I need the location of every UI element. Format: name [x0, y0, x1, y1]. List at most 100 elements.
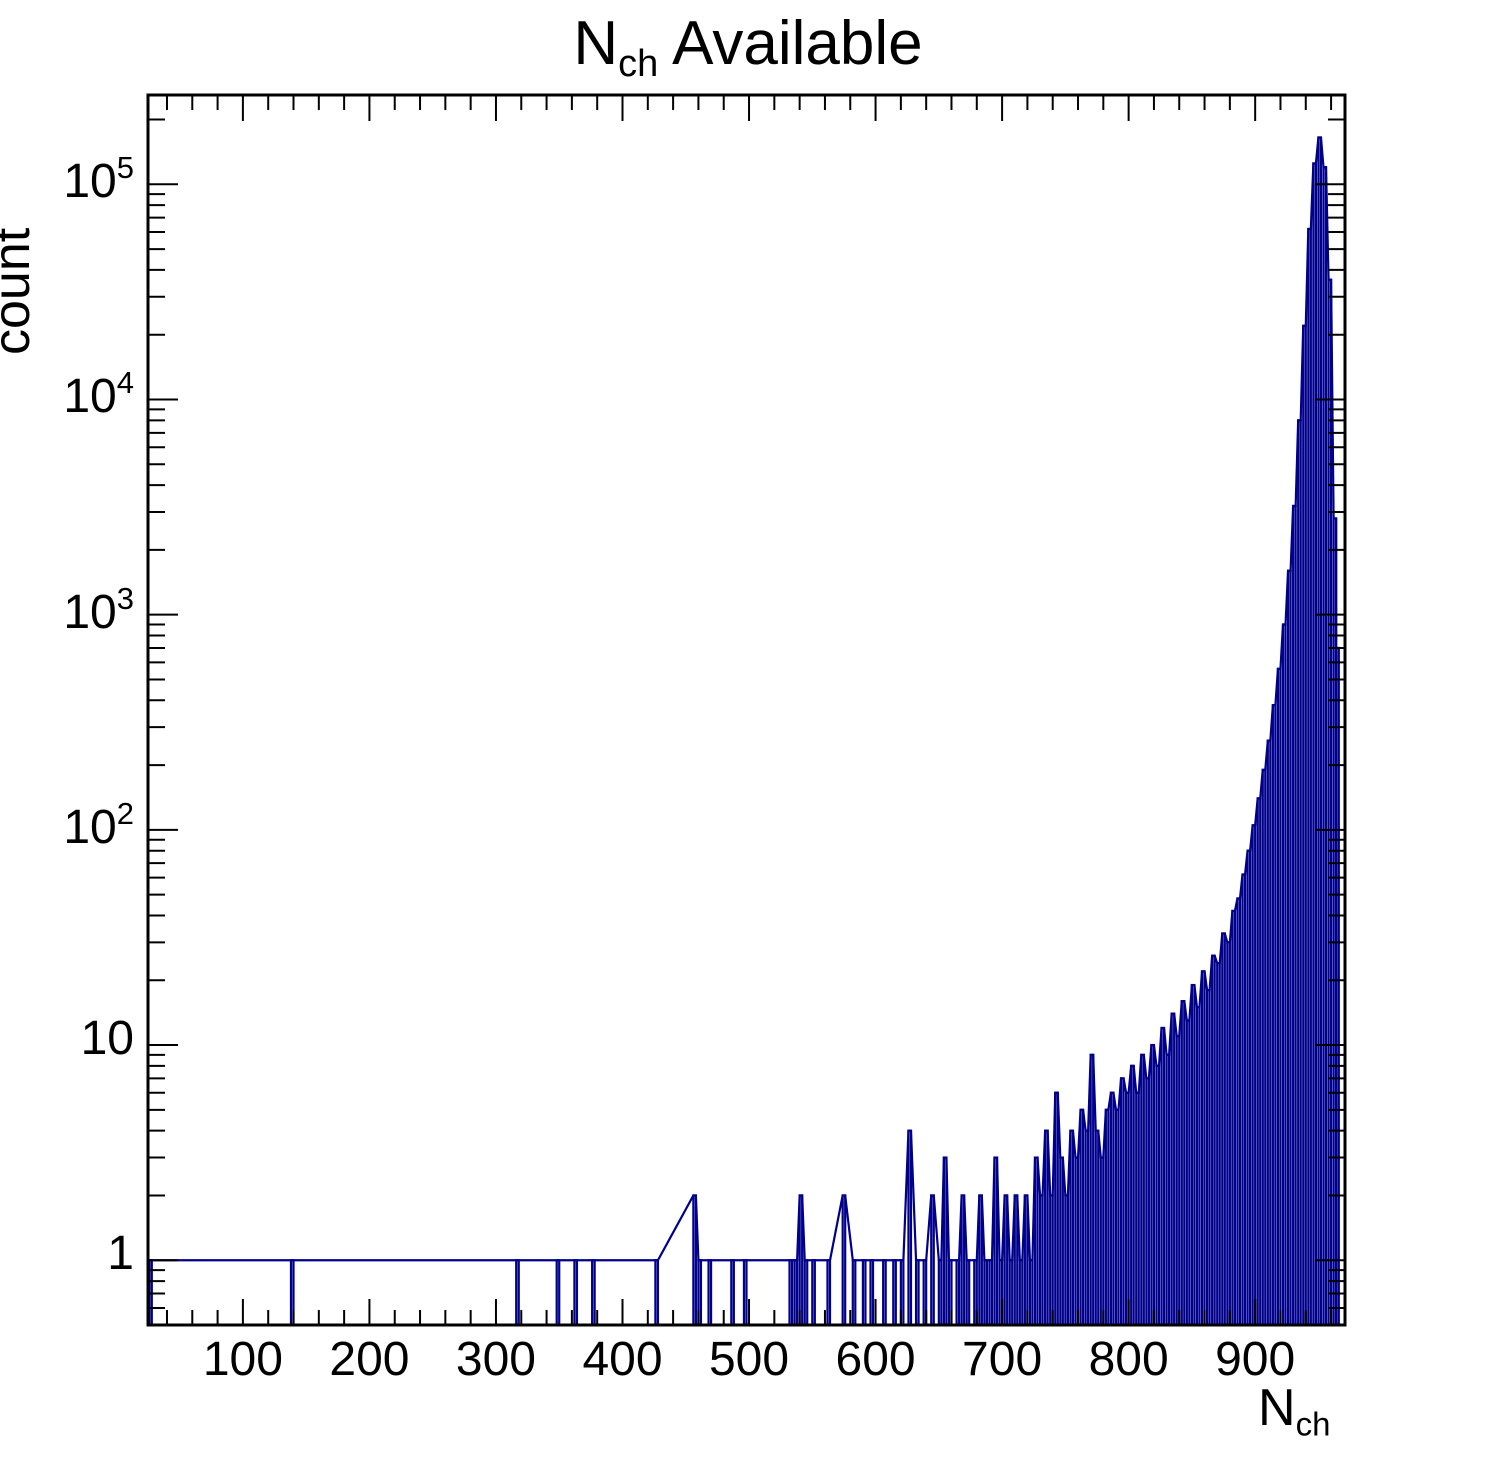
histogram-bin — [1069, 1129, 1075, 1327]
histogram-bin — [1028, 1259, 1034, 1327]
histogram-bin — [1180, 1000, 1186, 1327]
histogram-bin — [573, 1259, 579, 1327]
histogram-bin — [591, 1259, 596, 1327]
histogram-bin — [803, 1259, 809, 1327]
histogram-bin — [1281, 623, 1287, 1327]
x-axis-title: Nch — [1258, 1378, 1330, 1444]
histogram-bin — [1018, 1259, 1024, 1327]
histogram-bin — [1211, 954, 1216, 1327]
histogram-bin — [730, 1259, 735, 1327]
histogram-bin — [1216, 962, 1221, 1327]
y-tick-label: 10 — [0, 1011, 134, 1066]
histogram-bin — [1074, 1156, 1080, 1327]
histogram-bin — [1079, 1108, 1085, 1327]
histogram-bin — [1130, 1064, 1135, 1327]
x-axis-title-main: N — [1258, 1379, 1296, 1437]
histogram-bin — [851, 1259, 857, 1327]
histogram-bin — [960, 1194, 966, 1327]
x-tick-label: 300 — [455, 1333, 536, 1386]
x-tick-label: 600 — [835, 1333, 916, 1386]
histogram-bin — [515, 1259, 520, 1327]
histogram-bin — [1200, 970, 1206, 1327]
histogram-bin — [1317, 136, 1323, 1327]
histogram-bin — [1054, 1091, 1059, 1327]
chart-title-main: N — [573, 9, 619, 78]
histogram-bin — [1185, 1019, 1191, 1327]
histogram-bin — [965, 1259, 971, 1327]
chart-title-subscript: ch — [618, 43, 659, 86]
histogram-bin — [1302, 324, 1307, 1327]
histogram-bin — [654, 1259, 660, 1327]
chart-title: Nch Available — [0, 8, 1496, 86]
histogram-bin — [1231, 909, 1237, 1327]
histogram-bin — [1261, 768, 1267, 1327]
histogram-bin — [1013, 1194, 1019, 1327]
histogram-bin — [1135, 1091, 1140, 1327]
histogram-series — [148, 136, 1340, 1327]
histogram-bin — [1292, 504, 1297, 1327]
histogram-bin — [1084, 1129, 1090, 1327]
histogram-bin — [955, 1259, 961, 1327]
histogram-bin — [1251, 824, 1257, 1327]
histogram-bin — [1256, 797, 1262, 1327]
histogram-bin — [983, 1259, 989, 1327]
histogram-bin — [1104, 1108, 1110, 1327]
histogram-bin — [1170, 1012, 1176, 1327]
histogram-bin — [937, 1259, 943, 1327]
x-tick-label: 700 — [962, 1333, 1043, 1386]
histogram-bin — [1089, 1053, 1095, 1327]
y-tick-exponent: 5 — [116, 150, 134, 186]
histogram-bin — [1059, 1156, 1064, 1327]
histogram-bin — [1150, 1043, 1156, 1327]
histogram-bin — [1160, 1026, 1166, 1327]
histogram-bin — [1099, 1156, 1105, 1327]
histogram-bin — [1286, 569, 1292, 1327]
histogram-bin — [742, 1259, 748, 1327]
histogram-bin — [692, 1194, 697, 1327]
y-tick-exponent: 4 — [116, 365, 134, 401]
histogram-bin — [1195, 1006, 1201, 1327]
histogram-bin — [1226, 941, 1231, 1327]
histogram-bin — [1241, 873, 1247, 1327]
histogram-bin — [1190, 983, 1196, 1327]
histogram-bin — [1322, 166, 1328, 1327]
histogram-bin — [788, 1259, 794, 1327]
histogram-bin — [907, 1129, 913, 1327]
histogram-bin — [1297, 419, 1302, 1327]
histogram-bin — [861, 1259, 867, 1327]
chart-title-rest: Available — [658, 9, 923, 78]
histogram-bin — [1094, 1129, 1100, 1327]
histogram-bin — [555, 1259, 561, 1327]
histogram-bin — [811, 1259, 816, 1327]
y-tick-label: 104 — [0, 365, 134, 424]
y-tick-label: 105 — [0, 150, 134, 209]
histogram-bin — [1124, 1091, 1130, 1327]
y-tick-mantissa: 10 — [63, 370, 117, 424]
histogram-bin — [869, 1259, 875, 1327]
histogram-bin — [978, 1194, 983, 1327]
histogram-bin — [1312, 162, 1317, 1327]
histogram-bin — [914, 1259, 920, 1327]
y-tick-label: 102 — [0, 796, 134, 855]
axis-ticks — [148, 95, 1345, 1325]
y-tick-mantissa: 1 — [107, 1227, 134, 1281]
histogram-bin — [1003, 1194, 1009, 1327]
histogram-bin — [1276, 667, 1282, 1327]
y-tick-mantissa: 10 — [63, 155, 117, 209]
histogram-bin — [1165, 1053, 1171, 1327]
histogram-bin — [1271, 703, 1277, 1327]
histogram-bin — [707, 1259, 713, 1327]
histogram-bin — [892, 1259, 897, 1327]
histogram-bin — [1023, 1194, 1029, 1327]
histogram-bin — [1175, 1035, 1181, 1327]
histogram-bin — [1236, 897, 1242, 1327]
plot-frame — [146, 93, 1347, 1327]
y-tick-exponent: 2 — [116, 795, 134, 831]
histogram-bin — [1307, 227, 1312, 1327]
x-tick-label: 200 — [329, 1333, 410, 1386]
histogram-bin — [1008, 1259, 1014, 1327]
histogram-bin — [1064, 1194, 1069, 1327]
histogram-bin — [1109, 1091, 1115, 1327]
y-tick-label: 103 — [0, 581, 134, 640]
